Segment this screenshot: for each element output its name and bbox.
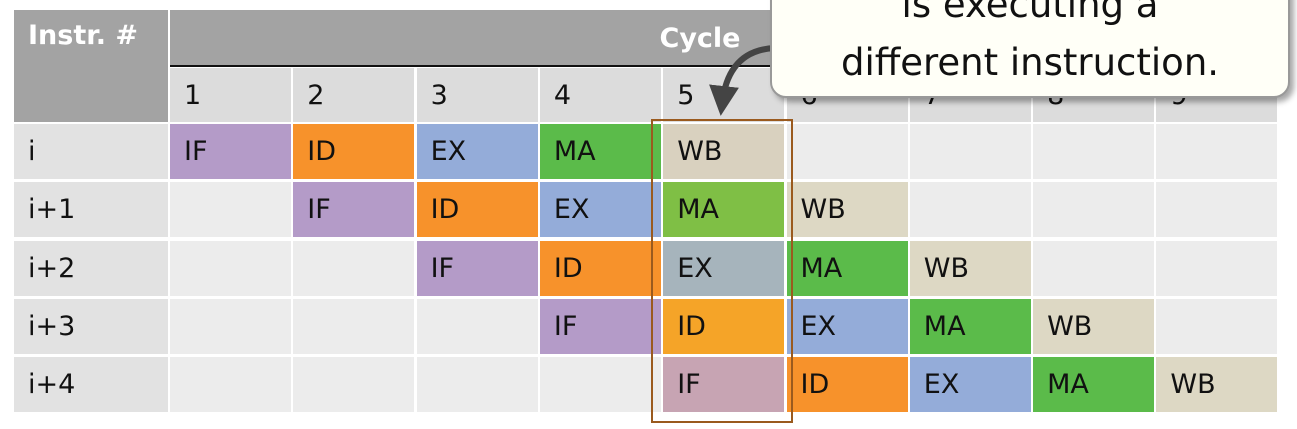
stage-cell: ID: [293, 124, 415, 179]
empty-cell: [1156, 240, 1278, 296]
empty-cell: [416, 298, 538, 354]
highlight-frame: [651, 119, 793, 423]
instr-label: i+2: [14, 240, 168, 296]
instr-label: i+4: [14, 357, 168, 413]
stage-cell: ID: [663, 298, 785, 354]
stage-cell: EX: [416, 124, 538, 179]
empty-cell: [1156, 124, 1278, 179]
instr-header: Instr. #: [14, 10, 168, 122]
empty-cell: [416, 357, 538, 413]
stage-cell: MA: [663, 182, 785, 238]
callout-line: different instruction.: [840, 41, 1220, 84]
empty-cell: [1033, 240, 1155, 296]
instr-label: i: [14, 124, 168, 179]
header-rule: [170, 65, 1280, 67]
empty-cell: [293, 298, 415, 354]
empty-cell: [786, 124, 908, 179]
stage-cell: IF: [663, 357, 785, 413]
stage-cell: IF: [416, 240, 538, 296]
stage-cell: MA: [1033, 357, 1155, 413]
stage-cell: WB: [663, 124, 785, 179]
stage-cell: WB: [909, 240, 1031, 296]
stage-cell: WB: [1033, 298, 1155, 354]
empty-cell: [1156, 298, 1278, 354]
empty-cell: [170, 298, 291, 354]
empty-cell: [1156, 182, 1278, 238]
cycle-number: 4: [539, 68, 661, 122]
stage-cell: EX: [786, 298, 908, 354]
empty-cell: [170, 182, 291, 238]
empty-cell: [909, 182, 1031, 238]
callout: is executing a different instruction.: [770, 0, 1290, 98]
stage-cell: EX: [539, 182, 661, 238]
stage-cell: MA: [786, 240, 908, 296]
stage-cell: MA: [909, 298, 1031, 354]
empty-cell: [170, 240, 291, 296]
stage-cell: EX: [663, 240, 785, 296]
stage-cell: IF: [293, 182, 415, 238]
callout-line: is executing a: [901, 0, 1159, 26]
stage-cell: IF: [539, 298, 661, 354]
instr-label: i+1: [14, 182, 168, 238]
callout-arrow: [709, 45, 776, 116]
cycle-number: 1: [170, 68, 291, 122]
cycle-label: Cycle: [659, 22, 741, 54]
cycle-number: 2: [293, 68, 415, 122]
stage-cell: WB: [786, 182, 908, 238]
empty-cell: [909, 124, 1031, 179]
stage-cell: ID: [416, 182, 538, 238]
empty-cell: [1033, 182, 1155, 238]
stage-cell: EX: [909, 357, 1031, 413]
stage-cell: IF: [170, 124, 291, 179]
stage-cell: ID: [539, 240, 661, 296]
empty-cell: [293, 240, 415, 296]
stage-cell: MA: [539, 124, 661, 179]
empty-cell: [1033, 124, 1155, 179]
stage-cell: WB: [1156, 357, 1278, 413]
empty-cell: [539, 357, 661, 413]
instr-label: i+3: [14, 298, 168, 354]
stage-cell: ID: [786, 357, 908, 413]
cycle-number: 3: [416, 68, 538, 122]
empty-cell: [293, 357, 415, 413]
empty-cell: [170, 357, 291, 413]
